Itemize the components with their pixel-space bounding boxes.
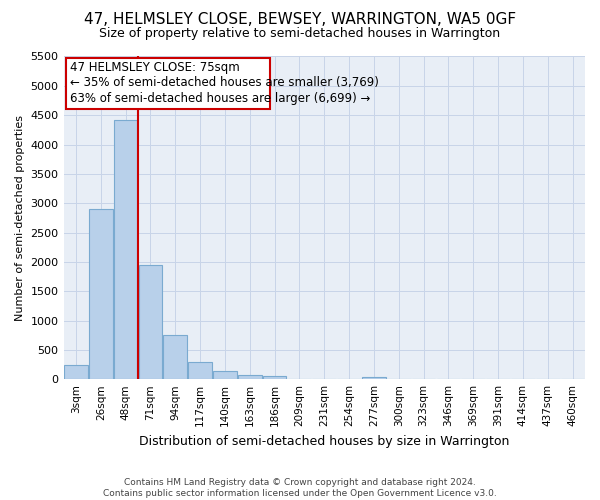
- Bar: [139, 265, 162, 379]
- Text: Size of property relative to semi-detached houses in Warrington: Size of property relative to semi-detach…: [100, 28, 500, 40]
- Bar: [362, 378, 386, 379]
- Text: ← 35% of semi-detached houses are smaller (3,769): ← 35% of semi-detached houses are smalle…: [70, 76, 379, 90]
- Bar: [213, 371, 237, 379]
- Text: Contains HM Land Registry data © Crown copyright and database right 2024.
Contai: Contains HM Land Registry data © Crown c…: [103, 478, 497, 498]
- Y-axis label: Number of semi-detached properties: Number of semi-detached properties: [15, 115, 25, 321]
- Bar: [163, 335, 187, 379]
- FancyBboxPatch shape: [66, 58, 269, 110]
- Bar: [114, 120, 137, 379]
- Text: 47 HELMSLEY CLOSE: 75sqm: 47 HELMSLEY CLOSE: 75sqm: [70, 60, 239, 74]
- Bar: [89, 209, 113, 379]
- Bar: [238, 375, 262, 379]
- Bar: [64, 364, 88, 379]
- X-axis label: Distribution of semi-detached houses by size in Warrington: Distribution of semi-detached houses by …: [139, 434, 509, 448]
- Bar: [188, 362, 212, 379]
- Bar: [263, 376, 286, 379]
- Text: 63% of semi-detached houses are larger (6,699) →: 63% of semi-detached houses are larger (…: [70, 92, 370, 106]
- Text: 47, HELMSLEY CLOSE, BEWSEY, WARRINGTON, WA5 0GF: 47, HELMSLEY CLOSE, BEWSEY, WARRINGTON, …: [84, 12, 516, 28]
